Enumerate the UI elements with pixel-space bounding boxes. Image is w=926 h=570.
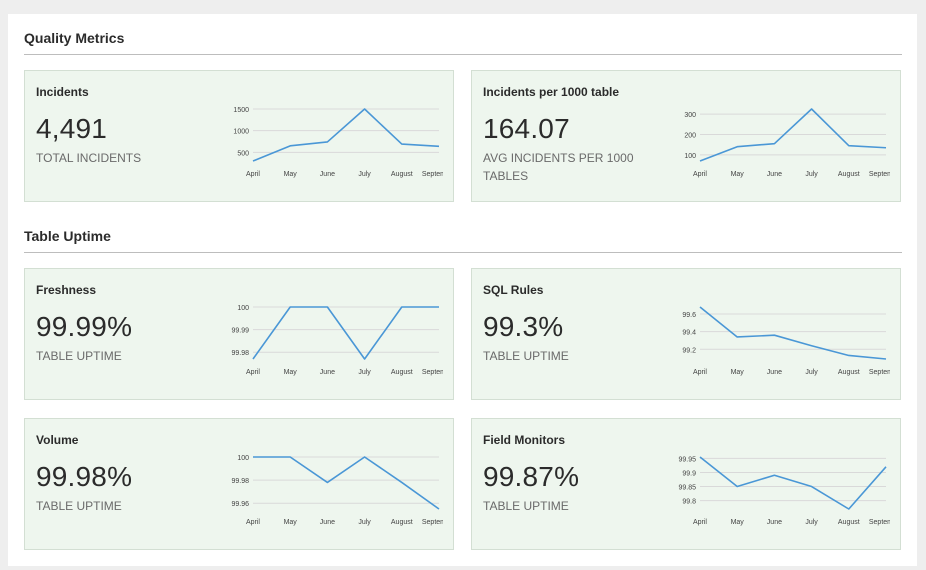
y-tick-label: 99.95 xyxy=(678,456,696,463)
y-tick-label: 99.2 xyxy=(682,347,696,354)
x-tick-label: August xyxy=(838,519,860,526)
y-tick-label: 99.98 xyxy=(231,350,249,357)
card-value: 99.3% xyxy=(483,311,564,342)
x-tick-label: May xyxy=(284,519,298,526)
x-tick-label: May xyxy=(731,519,745,526)
x-tick-label: June xyxy=(767,519,782,526)
card-title: Incidents per 1000 table xyxy=(483,85,620,99)
field-monitors-line-chart: 99.8 99.85 99.9 99.95 April May June July August… xyxy=(678,456,890,526)
x-tick-label: April xyxy=(246,369,260,376)
incidents-per-1000-line-chart: 100 200 300 April May June July August September xyxy=(684,108,890,178)
x-tick-label: July xyxy=(805,171,818,178)
freshness-line-chart: 99.98 99.99 100 April May June July August Septe… xyxy=(231,305,443,376)
card-incidents[interactable]: Incidents 4,491 TOTAL INCIDENTS 500 1000 1… xyxy=(24,70,454,202)
x-tick-label: April xyxy=(246,519,260,526)
y-tick-label: 99.6 xyxy=(682,312,696,319)
y-tick-label: 99.8 xyxy=(682,499,696,506)
x-tick-label: July xyxy=(358,519,371,526)
card-caption: AVG INCIDENTS PER 1000 TABLES xyxy=(483,151,634,183)
card-caption: TOTAL INCIDENTS xyxy=(36,151,142,165)
x-tick-label: May xyxy=(731,171,745,178)
y-tick-label: 99.85 xyxy=(678,485,696,492)
x-tick-label: September xyxy=(869,369,890,376)
x-tick-label: September xyxy=(869,171,890,178)
y-tick-label: 99.4 xyxy=(682,330,696,337)
incidents-line-chart: 500 1000 1500 April May June July August Septemb… xyxy=(233,107,443,178)
card-title: SQL Rules xyxy=(483,283,544,297)
card-title: Freshness xyxy=(36,283,97,297)
y-tick-label: 500 xyxy=(237,150,249,157)
card-title: Field Monitors xyxy=(483,433,565,447)
y-tick-label: 99.98 xyxy=(231,478,249,485)
y-tick-label: 99.99 xyxy=(231,328,249,335)
x-tick-label: May xyxy=(731,369,745,376)
y-tick-label: 300 xyxy=(684,112,696,119)
card-caption: TABLE UPTIME xyxy=(36,349,122,363)
x-tick-label: May xyxy=(284,171,298,178)
x-tick-label: April xyxy=(693,171,707,178)
x-tick-label: August xyxy=(391,369,413,376)
x-tick-label: June xyxy=(320,369,335,376)
dashboard-panel: Quality Metrics Incidents 4,491 TOTAL IN… xyxy=(8,14,917,566)
y-tick-label: 100 xyxy=(237,305,249,312)
card-volume[interactable]: Volume 99.98% TABLE UPTIME 99.96 99.98 100… xyxy=(24,418,454,550)
y-tick-label: 99.9 xyxy=(682,470,696,477)
x-tick-label: June xyxy=(767,171,782,178)
y-tick-label: 1500 xyxy=(233,107,249,114)
card-freshness[interactable]: Freshness 99.99% TABLE UPTIME 99.98 99.99… xyxy=(24,268,454,400)
x-tick-label: April xyxy=(246,171,260,178)
series-line xyxy=(253,456,440,510)
y-tick-label: 200 xyxy=(684,132,696,139)
x-tick-label: September xyxy=(422,369,443,376)
card-field-monitors[interactable]: Field Monitors 99.87% TABLE UPTIME 99.8 9… xyxy=(471,418,901,550)
x-tick-label: June xyxy=(320,171,335,178)
x-tick-label: July xyxy=(805,369,818,376)
card-title: Volume xyxy=(36,433,79,447)
card-value: 99.87% xyxy=(483,461,580,492)
card-caption: TABLE UPTIME xyxy=(36,499,122,513)
section-title-quality-metrics: Quality Metrics xyxy=(24,30,125,46)
y-tick-label: 1000 xyxy=(233,129,249,136)
series-line xyxy=(699,306,887,360)
card-sql-rules[interactable]: SQL Rules 99.3% TABLE UPTIME 99.2 99.4 99.… xyxy=(471,268,901,400)
x-tick-label: August xyxy=(391,171,413,178)
y-tick-label: 100 xyxy=(237,455,249,462)
section-divider xyxy=(24,54,902,55)
x-tick-label: August xyxy=(391,519,413,526)
card-title: Incidents xyxy=(36,85,89,99)
card-value: 164.07 xyxy=(483,113,570,144)
x-tick-label: April xyxy=(693,519,707,526)
card-value: 4,491 xyxy=(36,113,108,144)
volume-line-chart: 99.96 99.98 100 April May June July August Septe… xyxy=(231,455,443,526)
section-divider xyxy=(24,252,902,253)
x-tick-label: August xyxy=(838,369,860,376)
sql-rules-line-chart: 99.2 99.4 99.6 April May June July August Septem… xyxy=(682,306,890,376)
x-tick-label: July xyxy=(358,369,371,376)
x-tick-label: July xyxy=(805,519,818,526)
x-tick-label: April xyxy=(693,369,707,376)
y-tick-label: 100 xyxy=(684,153,696,160)
card-incidents-per-1000[interactable]: Incidents per 1000 table 164.07 AVG INCI… xyxy=(471,70,901,202)
x-tick-label: September xyxy=(869,519,890,526)
x-tick-label: June xyxy=(320,519,335,526)
series-line xyxy=(699,108,887,162)
x-tick-label: June xyxy=(767,369,782,376)
x-tick-label: September xyxy=(422,519,443,526)
card-caption: TABLE UPTIME xyxy=(483,499,569,513)
series-line xyxy=(699,456,887,510)
x-tick-label: August xyxy=(838,171,860,178)
section-title-table-uptime: Table Uptime xyxy=(24,228,111,244)
card-value: 99.99% xyxy=(36,311,133,342)
x-tick-label: July xyxy=(358,171,371,178)
x-tick-label: September xyxy=(422,171,443,178)
card-value: 99.98% xyxy=(36,461,133,492)
series-line xyxy=(252,306,439,360)
card-caption: TABLE UPTIME xyxy=(483,349,569,363)
x-tick-label: May xyxy=(284,369,298,376)
series-line xyxy=(252,108,440,162)
y-tick-label: 99.96 xyxy=(231,501,249,508)
